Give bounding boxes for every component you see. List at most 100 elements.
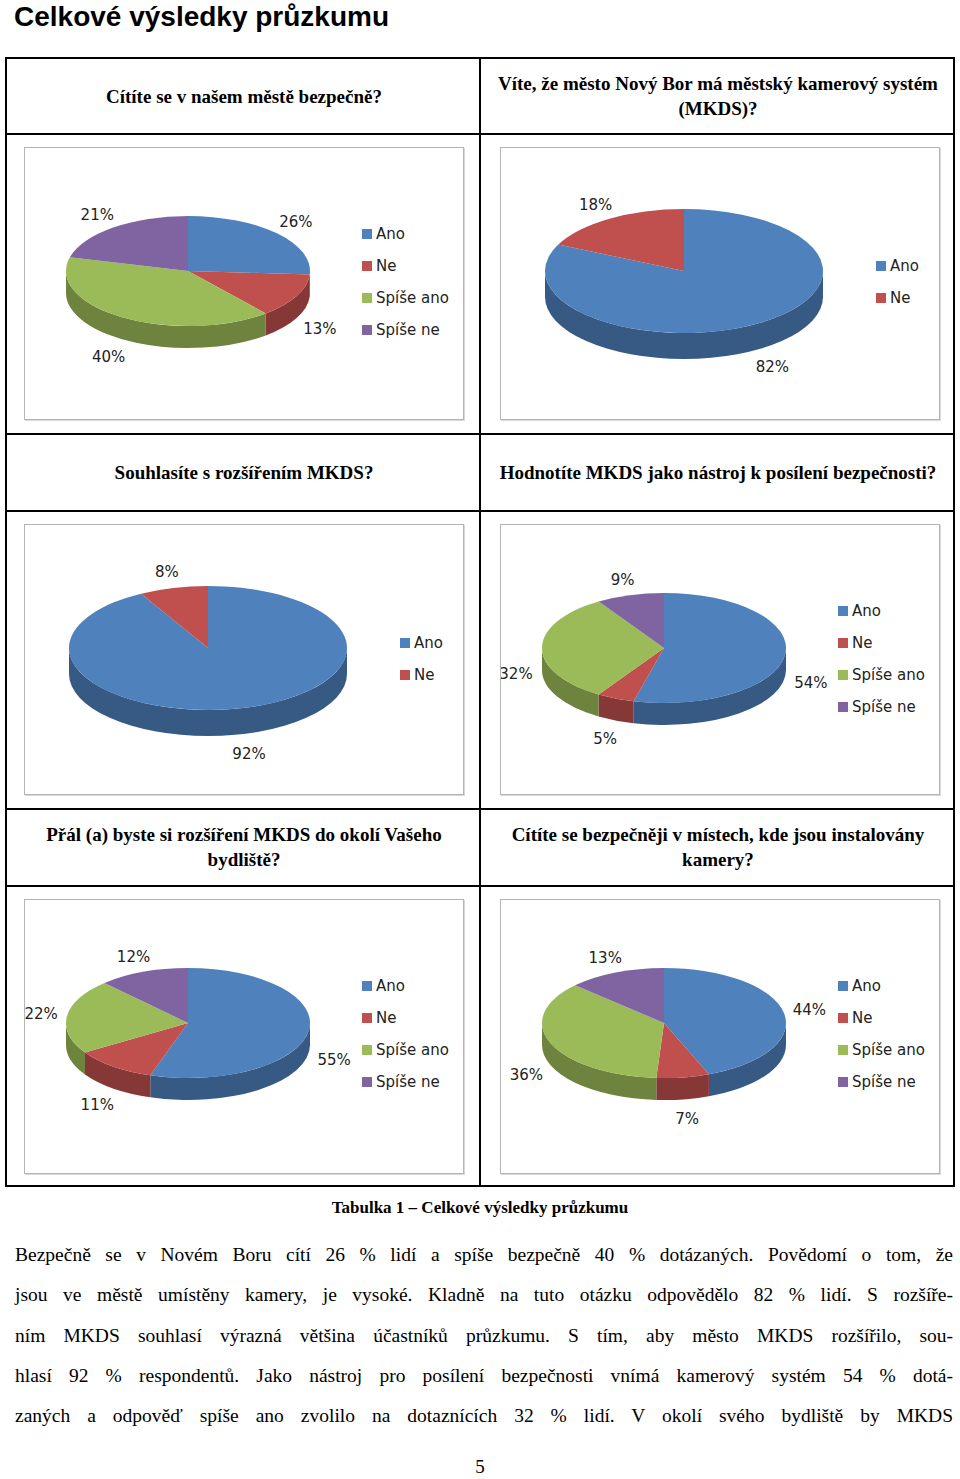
data-label: 22% — [25, 1005, 58, 1023]
data-label: 21% — [81, 206, 114, 224]
data-label: 5% — [593, 730, 617, 748]
data-label: 55% — [318, 1051, 351, 1069]
legend-swatch — [838, 702, 848, 712]
pie-chart: 55%11%22%12%AnoNeSpíše anoSpíše ne — [25, 900, 463, 1173]
data-label: 44% — [793, 1001, 826, 1019]
paragraph-line: zaných a odpověď spíše ano zvolilo na do… — [15, 1405, 953, 1433]
chart-frame: 54% 5% 32% 9% Ano Ne Spíše ano Spíše ne — [500, 524, 940, 795]
data-label: 9% — [611, 571, 635, 589]
legend-entry: Ano — [376, 977, 405, 995]
legend-swatch — [838, 1045, 848, 1055]
pie-chart: 54% 5% 32% 9% Ano Ne Spíše ano Spíše ne — [501, 525, 939, 794]
data-label: 18% — [579, 196, 612, 214]
pie-slices — [69, 586, 347, 710]
pie-slices — [542, 968, 786, 1078]
legend-entry: Ne — [852, 1009, 872, 1027]
pie-slice — [575, 968, 664, 1023]
legend-entry: Ano — [890, 257, 919, 275]
data-label: 54% — [794, 674, 827, 692]
paragraph-line: ním MKDS souhlasí výrazná většina účastn… — [15, 1325, 953, 1353]
legend-entry: Spíše ano — [852, 666, 925, 684]
legend-entry: Spíše ano — [852, 1041, 925, 1059]
pie-chart: 26% 13% 40% 21% Ano Ne Spíše ano Spíše ne — [25, 148, 463, 419]
pie-slices — [545, 209, 823, 333]
legend-swatch — [876, 293, 886, 303]
data-label: 40% — [92, 348, 125, 366]
legend-entry: Spíše ne — [852, 698, 916, 716]
legend-swatch — [362, 981, 372, 991]
pie-slice — [545, 209, 823, 333]
pie-slice — [599, 593, 664, 648]
legend-entry: Spíše ano — [376, 1041, 449, 1059]
pie-slice — [70, 216, 188, 271]
legend-swatch — [838, 670, 848, 680]
legend-entry: Ano — [376, 225, 405, 243]
chart-title: Víte, že město Nový Bor má městský kamer… — [487, 59, 949, 133]
legend-swatch — [838, 1077, 848, 1087]
legend-swatch — [362, 261, 372, 271]
pie-slice — [141, 586, 208, 648]
data-label: 7% — [675, 1110, 699, 1128]
slice-side — [656, 1074, 709, 1100]
chart-frame: 92% 8% Ano Ne — [24, 524, 464, 795]
legend-entry: Ne — [852, 634, 872, 652]
legend-entry: Ano — [852, 977, 881, 995]
legend-entry: Ano — [852, 602, 881, 620]
legend-entry: Ano — [414, 634, 443, 652]
page-number: 5 — [0, 1456, 960, 1478]
pie-chart: 82%18%AnoNe — [501, 148, 939, 419]
legend-swatch — [362, 229, 372, 239]
legend-entry: Spíše ne — [376, 321, 440, 339]
legend-entry: Ne — [414, 666, 434, 684]
legend-swatch — [362, 1013, 372, 1023]
pie-chart: 92% 8% Ano Ne — [25, 525, 463, 794]
chart-title: Cítíte se bezpečněji v místech, kde jsou… — [487, 810, 949, 884]
legend-swatch — [838, 606, 848, 616]
data-label: 13% — [303, 320, 336, 338]
chart-title: Přál (a) byste si rozšíření MKDS do okol… — [13, 810, 475, 884]
chart-frame: 55%11%22%12%AnoNeSpíše anoSpíše ne — [24, 899, 464, 1174]
caption: Tabulka 1 – Celkové výsledky průzkumu — [0, 1198, 960, 1222]
legend-entry: Ne — [376, 1009, 396, 1027]
legend-swatch — [400, 638, 410, 648]
paragraph-line: hlasí 92 % respondentů. Jako nástroj pro… — [15, 1365, 953, 1393]
table-rule — [5, 510, 955, 512]
data-label: 26% — [279, 213, 312, 231]
pie-slices — [542, 593, 786, 703]
data-label: 92% — [232, 745, 265, 763]
data-label: 12% — [117, 948, 150, 966]
paragraph-line: Bezpečně se v Novém Boru cítí 26 % lidí … — [15, 1244, 953, 1272]
pie-slices — [66, 216, 310, 326]
legend-swatch — [838, 1013, 848, 1023]
legend-entry: Spíše ne — [376, 1073, 440, 1091]
chart-title: Hodnotíte MKDS jako nástroj k posílení b… — [487, 435, 949, 509]
data-label: 8% — [155, 563, 179, 581]
legend-swatch — [400, 670, 410, 680]
table-rule — [5, 433, 955, 435]
pie-slice — [69, 586, 347, 710]
data-label: 36% — [510, 1066, 543, 1084]
legend-swatch — [362, 325, 372, 335]
legend-swatch — [838, 638, 848, 648]
legend-swatch — [362, 1077, 372, 1087]
data-label: 32% — [501, 665, 533, 683]
table-divider — [479, 57, 481, 1187]
legend-swatch — [362, 1045, 372, 1055]
chart-title: Cítíte se v našem městě bezpečně? — [13, 59, 475, 133]
chart-frame: 44%7%36%13%AnoNeSpíše anoSpíše ne — [500, 899, 940, 1174]
legend-entry: Spíše ne — [852, 1073, 916, 1091]
chart-title: Souhlasíte s rozšířením MKDS? — [13, 435, 475, 509]
legend-swatch — [362, 293, 372, 303]
pie-chart: 44%7%36%13%AnoNeSpíše anoSpíše ne — [501, 900, 939, 1173]
pie-slice — [104, 968, 188, 1023]
pie-slice — [656, 1023, 709, 1078]
chart-frame: 26% 13% 40% 21% Ano Ne Spíše ano Spíše ne — [24, 147, 464, 420]
legend-entry: Spíše ano — [376, 289, 449, 307]
table-rule — [5, 808, 955, 810]
legend-swatch — [838, 981, 848, 991]
legend-entry: Ne — [376, 257, 396, 275]
chart-frame: 82%18%AnoNe — [500, 147, 940, 420]
pie-slices — [66, 968, 310, 1078]
pie-slice — [558, 209, 684, 271]
paragraph-line: jsou ve městě umístěny kamery, je vysoké… — [15, 1284, 953, 1312]
